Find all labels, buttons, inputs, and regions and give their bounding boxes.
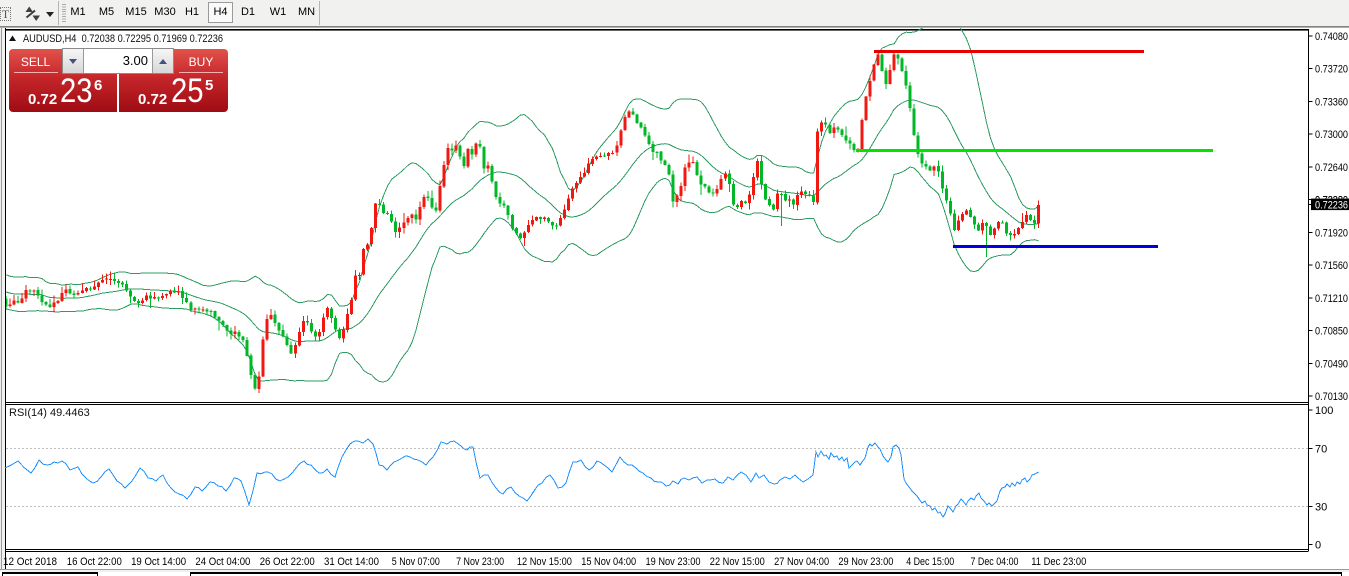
svg-text:7 Dec 04:00: 7 Dec 04:00 (971, 556, 1019, 568)
svg-text:30: 30 (1315, 501, 1327, 513)
svg-text:12 Oct 2018: 12 Oct 2018 (3, 556, 57, 568)
svg-text:0.70490: 0.70490 (1315, 358, 1348, 370)
svg-text:31 Oct 14:00: 31 Oct 14:00 (324, 556, 379, 568)
svg-text:AUDUSD,H4 0.72038 0.72295 0.7: AUDUSD,H4 0.72038 0.72295 0.71969 0.7223… (23, 33, 223, 45)
svg-text:26 Oct 22:00: 26 Oct 22:00 (260, 556, 315, 568)
svg-text:24 Oct 04:00: 24 Oct 04:00 (195, 556, 250, 568)
svg-text:0.71920: 0.71920 (1315, 227, 1348, 239)
svg-text:100: 100 (1315, 405, 1333, 417)
svg-text:0.73360: 0.73360 (1315, 97, 1348, 109)
svg-text:0.74080: 0.74080 (1315, 31, 1348, 43)
svg-text:0.70850: 0.70850 (1315, 326, 1348, 338)
svg-text:19 Nov 23:00: 19 Nov 23:00 (646, 556, 701, 568)
svg-text:0: 0 (1315, 539, 1321, 551)
svg-text:27 Nov 04:00: 27 Nov 04:00 (774, 556, 829, 568)
svg-text:0.72236: 0.72236 (1315, 199, 1348, 211)
svg-text:29 Nov 23:00: 29 Nov 23:00 (838, 556, 893, 568)
svg-text:11 Dec 23:00: 11 Dec 23:00 (1031, 556, 1086, 568)
svg-text:0.71210: 0.71210 (1315, 293, 1348, 305)
svg-text:0.73000: 0.73000 (1315, 129, 1348, 141)
svg-text:RSI(14) 49.4463: RSI(14) 49.4463 (9, 407, 90, 419)
svg-text:0.72640: 0.72640 (1315, 162, 1348, 174)
svg-text:5 Nov 07:00: 5 Nov 07:00 (392, 556, 440, 568)
svg-text:22 Nov 15:00: 22 Nov 15:00 (710, 556, 765, 568)
svg-text:0.73720: 0.73720 (1315, 64, 1348, 76)
svg-text:16 Oct 22:00: 16 Oct 22:00 (67, 556, 122, 568)
svg-text:0.71560: 0.71560 (1315, 260, 1348, 272)
svg-text:0.70130: 0.70130 (1315, 391, 1348, 403)
svg-text:4 Dec 15:00: 4 Dec 15:00 (906, 556, 954, 568)
svg-text:70: 70 (1315, 444, 1327, 456)
svg-text:15 Nov 04:00: 15 Nov 04:00 (581, 556, 636, 568)
svg-text:19 Oct 14:00: 19 Oct 14:00 (131, 556, 186, 568)
svg-text:7 Nov 23:00: 7 Nov 23:00 (456, 556, 504, 568)
svg-text:12 Nov 15:00: 12 Nov 15:00 (517, 556, 572, 568)
